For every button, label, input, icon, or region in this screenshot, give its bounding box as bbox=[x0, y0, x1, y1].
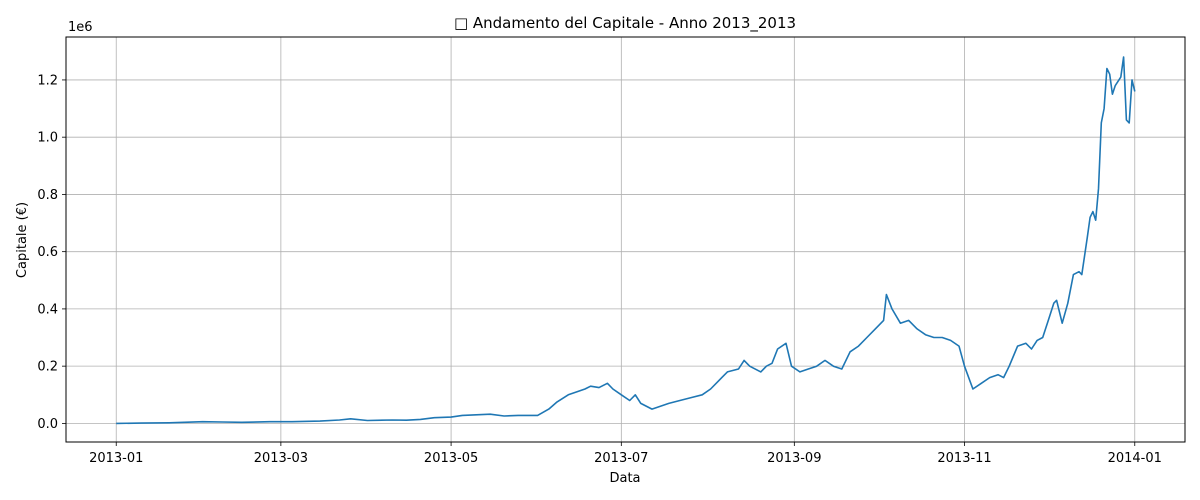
series-line bbox=[116, 56, 1136, 425]
x-axis-ticks: 2013-01 2013-03 2013-05 2013-07 2013-09 2013-… bbox=[89, 442, 1162, 466]
x-tick-label: 2013-01 bbox=[89, 451, 143, 466]
y-axis-ticks: 0.0 0.2 0.4 0.6 0.8 1.0 1.2 bbox=[37, 73, 66, 432]
x-tick-label: 2013-05 bbox=[424, 451, 478, 466]
x-tick-label: 2013-09 bbox=[767, 451, 821, 466]
y-tick-label: 0.2 bbox=[37, 360, 58, 375]
x-tick-label: 2013-03 bbox=[254, 451, 308, 466]
y-tick-label: 0.6 bbox=[37, 245, 58, 260]
y-axis-title: Capitale (€) bbox=[15, 202, 30, 278]
x-tick-label: 2013-07 bbox=[594, 451, 648, 466]
plot-frame bbox=[65, 36, 1186, 443]
y-tick-label: 1.2 bbox=[37, 73, 58, 88]
y-tick-label: 1.0 bbox=[37, 131, 58, 146]
y-tick-label: 0.8 bbox=[37, 188, 58, 203]
x-axis-title: Data bbox=[609, 471, 640, 486]
x-tick-label: 2014-01 bbox=[1108, 451, 1162, 466]
y-offset-label: 1e6 bbox=[68, 20, 93, 35]
y-tick-label: 0.0 bbox=[37, 417, 58, 432]
series-layer bbox=[116, 56, 1136, 425]
grid-lines bbox=[66, 37, 1185, 442]
y-tick-label: 0.4 bbox=[37, 302, 58, 317]
x-tick-label: 2013-11 bbox=[937, 451, 991, 466]
chart-title: □ Andamento del Capitale - Anno 2013_201… bbox=[454, 14, 796, 33]
